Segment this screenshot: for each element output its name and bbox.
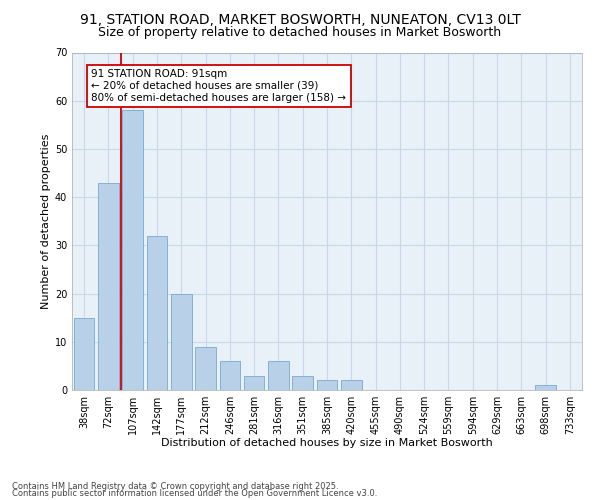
Bar — [535, 385, 556, 390]
Bar — [244, 376, 265, 390]
Bar — [74, 318, 94, 390]
Text: 91, STATION ROAD, MARKET BOSWORTH, NUNEATON, CV13 0LT: 91, STATION ROAD, MARKET BOSWORTH, NUNEA… — [80, 12, 520, 26]
Bar — [98, 182, 119, 390]
Text: 91 STATION ROAD: 91sqm
← 20% of detached houses are smaller (39)
80% of semi-det: 91 STATION ROAD: 91sqm ← 20% of detached… — [91, 70, 346, 102]
Bar — [195, 346, 216, 390]
Bar — [268, 361, 289, 390]
X-axis label: Distribution of detached houses by size in Market Bosworth: Distribution of detached houses by size … — [161, 438, 493, 448]
Text: Contains public sector information licensed under the Open Government Licence v3: Contains public sector information licen… — [12, 489, 377, 498]
Bar — [341, 380, 362, 390]
Bar — [146, 236, 167, 390]
Text: Size of property relative to detached houses in Market Bosworth: Size of property relative to detached ho… — [98, 26, 502, 39]
Bar — [292, 376, 313, 390]
Bar — [122, 110, 143, 390]
Bar — [220, 361, 240, 390]
Y-axis label: Number of detached properties: Number of detached properties — [41, 134, 50, 309]
Bar — [171, 294, 191, 390]
Text: Contains HM Land Registry data © Crown copyright and database right 2025.: Contains HM Land Registry data © Crown c… — [12, 482, 338, 491]
Bar — [317, 380, 337, 390]
